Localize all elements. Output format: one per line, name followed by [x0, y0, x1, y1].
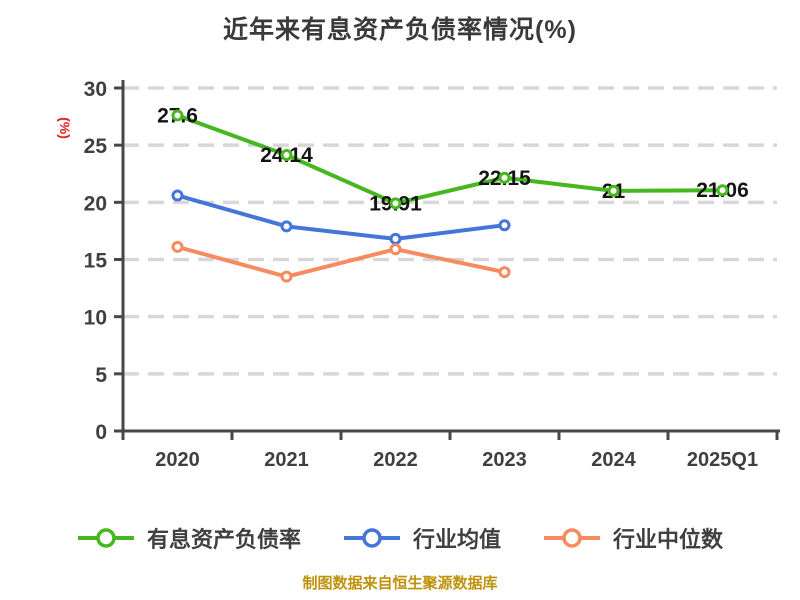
data-point-s0-2020 [171, 109, 184, 122]
legend-marker-icon [77, 528, 134, 548]
legend-label: 行业均值 [412, 527, 501, 552]
data-point-s1-2021 [280, 220, 293, 233]
series-line-2 [175, 244, 507, 279]
y-axis-unit-label: (%) [57, 117, 73, 139]
x-tick-label: 2022 [373, 449, 418, 471]
data-point-s2-2021 [280, 270, 293, 283]
x-tick-label: 2025Q1 [687, 449, 758, 471]
legend-marker-icon [544, 528, 600, 548]
legend-marker-icon [343, 528, 400, 548]
data-point-s0-2021 [280, 148, 293, 161]
data-point-s1-2022 [389, 232, 402, 245]
y-tick-label: 10 [84, 307, 107, 330]
data-source-note: 制图数据来自恒生聚源数据库 [302, 575, 498, 592]
x-tick-label: 2020 [155, 449, 200, 471]
data-point-s1-2023 [498, 219, 511, 232]
legend: 有息资产负债率 行业均值 行业中位数 [0, 518, 800, 558]
y-tick-label: 5 [95, 364, 107, 387]
legend-item-1: 行业均值 [343, 522, 501, 554]
data-point-s1-2020 [171, 189, 184, 202]
data-point-s0-2024 [607, 184, 620, 197]
data-point-s2-2022 [389, 243, 402, 256]
series-line-1 [175, 193, 507, 241]
x-tick-label: 2024 [591, 449, 636, 471]
y-tick-label: 15 [84, 250, 108, 273]
y-tick-label: 25 [84, 135, 108, 158]
legend-label: 行业中位数 [613, 527, 724, 552]
y-tick-label: 0 [95, 421, 107, 444]
data-point-s2-2020 [171, 240, 184, 253]
y-tick-label: 30 [84, 78, 107, 101]
series-line-0 [175, 113, 725, 206]
data-point-s0-2025Q1 [716, 184, 729, 197]
data-point-s2-2023 [498, 266, 511, 279]
x-tick-label: 2023 [482, 449, 527, 471]
chart-title: 近年来有息资产负债率情况(%) [223, 16, 577, 44]
legend-item-0: 有息资产负债率 [77, 522, 301, 554]
y-tick-label: 20 [84, 192, 107, 215]
data-point-s0-2023 [498, 171, 511, 184]
data-point-s0-2022 [389, 197, 402, 210]
plot-area: 0 5 10 15 20 25 30 2020 2021 2022 2023 2024 2025Q1 (%… [57, 78, 780, 471]
legend-item-2: 行业中位数 [543, 522, 723, 554]
legend-label: 有息资产负债率 [146, 527, 301, 552]
x-tick-label: 2021 [264, 449, 309, 471]
